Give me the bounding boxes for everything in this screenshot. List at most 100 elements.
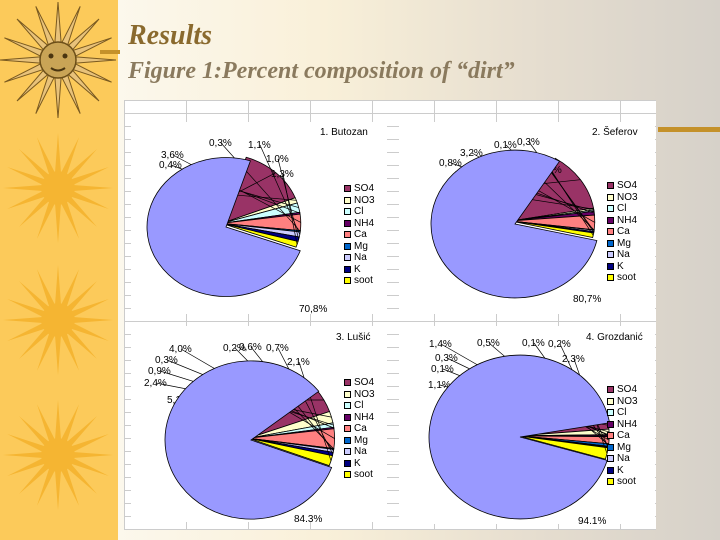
legend-swatch xyxy=(344,436,351,444)
pie-title: 2. Šeferov xyxy=(592,127,638,138)
legend-label: Mg xyxy=(354,434,368,446)
data-label: 0,2% xyxy=(223,343,246,354)
legend-label: Na xyxy=(617,453,630,464)
legend-label: Mg xyxy=(617,237,631,249)
leader-line xyxy=(259,144,301,235)
legend-swatch xyxy=(344,471,351,479)
legend-item-nh4: NH4 xyxy=(344,218,375,230)
data-label: 0,6% xyxy=(239,342,262,353)
accent-bar-right xyxy=(658,127,720,132)
pie-title: 4. Grozdanić xyxy=(586,332,643,343)
legend-label: NH4 xyxy=(617,418,638,430)
legend-item-k: K xyxy=(607,465,638,477)
legend-item-cl: Cl xyxy=(607,407,638,419)
legend-label: NH4 xyxy=(354,217,375,229)
legend-swatch xyxy=(607,420,614,428)
data-label: 1,0% xyxy=(266,154,289,165)
legend-label: Cl xyxy=(354,206,364,217)
data-label: 0,3% xyxy=(435,353,458,364)
legend-label: soot xyxy=(354,469,373,480)
legend-label: Mg xyxy=(617,441,631,453)
legend-item-k: K xyxy=(344,458,375,470)
data-label: 0,8% xyxy=(439,158,462,169)
pie-slice-rest xyxy=(430,149,598,299)
legend-swatch xyxy=(607,432,614,440)
legend-swatch xyxy=(607,239,614,247)
legend-swatch xyxy=(344,208,351,216)
data-label: 0,3% xyxy=(517,137,540,148)
leader-line xyxy=(545,163,595,233)
legend-label: Ca xyxy=(354,423,367,434)
legend-label: NO3 xyxy=(354,388,375,400)
legend-item-no3: NO3 xyxy=(344,389,375,401)
legend-label: Na xyxy=(617,249,630,260)
legend-label: Ca xyxy=(617,226,630,237)
legend-item-cl: Cl xyxy=(607,203,638,215)
data-label: 94,1% xyxy=(578,516,606,524)
legend-swatch xyxy=(344,390,351,398)
sun-icon xyxy=(3,400,113,510)
legend-item-k: K xyxy=(344,264,375,276)
legend-swatch xyxy=(607,274,614,282)
legend-label: K xyxy=(354,457,361,469)
data-label: 2,1% xyxy=(287,357,310,368)
data-label: 0,5% xyxy=(477,338,500,349)
legend-label: SO4 xyxy=(354,183,375,194)
legend-swatch xyxy=(344,185,351,193)
pie-panel-seferov: 13,4%0,4%0,3%0,8%3,2%0,1%0,3%0,3%1,0%80,… xyxy=(399,122,655,314)
legend-item-so4: SO4 xyxy=(344,183,375,195)
legend-label: SO4 xyxy=(354,377,375,388)
legend-item-so4: SO4 xyxy=(607,180,638,192)
legend-swatch xyxy=(344,425,351,433)
data-label: 4,0% xyxy=(169,344,192,355)
legend-swatch xyxy=(607,478,614,486)
legend-label: Ca xyxy=(617,430,630,441)
legend-swatch xyxy=(607,228,614,236)
legend-label: soot xyxy=(354,275,373,286)
legend-label: K xyxy=(617,464,624,476)
legend-item-nh4: NH4 xyxy=(607,215,638,227)
legend-item-nh4: NH4 xyxy=(344,412,375,424)
data-label: 0,4% xyxy=(159,160,182,171)
legend-swatch xyxy=(607,193,614,201)
legend-swatch xyxy=(607,466,614,474)
pie-title: 3. Lušić xyxy=(336,332,371,343)
data-label: 70,8% xyxy=(299,304,327,314)
pie-panel-grozdanic: 1,5%1,1%0,1%0,3%1,4%0,5%0,1%0,2%2,3%94,1… xyxy=(399,326,655,524)
data-label: 3,2% xyxy=(460,148,483,159)
legend-swatch xyxy=(344,459,351,467)
legend-item-soot: soot xyxy=(607,476,638,488)
data-label: 1,4% xyxy=(429,339,452,350)
legend-label: SO4 xyxy=(617,384,638,395)
leader-line xyxy=(550,169,594,236)
legend-label: NH4 xyxy=(617,214,638,226)
legend-item-ca: Ca xyxy=(344,423,375,435)
legend-item-cl: Cl xyxy=(344,400,375,412)
legend-label: Na xyxy=(354,446,367,457)
pie-title: 1. Butozan xyxy=(320,127,368,138)
legend-label: Mg xyxy=(354,240,368,252)
pie-chart-seferov: 13,4%0,4%0,3%0,8%3,2%0,1%0,3%0,3%1,0%80,… xyxy=(430,137,601,305)
legend-item-na: Na xyxy=(344,446,375,458)
legend-swatch xyxy=(344,196,351,204)
legend-item-so4: SO4 xyxy=(344,377,375,389)
legend-label: Ca xyxy=(354,229,367,240)
legend-item-mg: Mg xyxy=(344,241,375,253)
data-label: 0,7% xyxy=(266,343,289,354)
legend-swatch xyxy=(607,397,614,405)
pie-slice-rest xyxy=(428,354,611,520)
legend-label: NO3 xyxy=(617,191,638,203)
data-label: 0,3% xyxy=(209,138,232,149)
data-label: 84,3% xyxy=(294,514,322,522)
sun-icon xyxy=(3,265,113,375)
legend-item-cl: Cl xyxy=(344,206,375,218)
slide-subtitle: Figure 1:Percent composition of “dirt” xyxy=(128,58,515,84)
pie-panel-lusic: 5,1%2,4%0,9%0,3%4,0%0,2%0,6%0,7%2,1%84,3… xyxy=(131,326,387,522)
legend-swatch xyxy=(344,448,351,456)
legend-label: Cl xyxy=(354,400,364,411)
legend-item-k: K xyxy=(607,261,638,273)
legend-item-so4: SO4 xyxy=(607,384,638,396)
